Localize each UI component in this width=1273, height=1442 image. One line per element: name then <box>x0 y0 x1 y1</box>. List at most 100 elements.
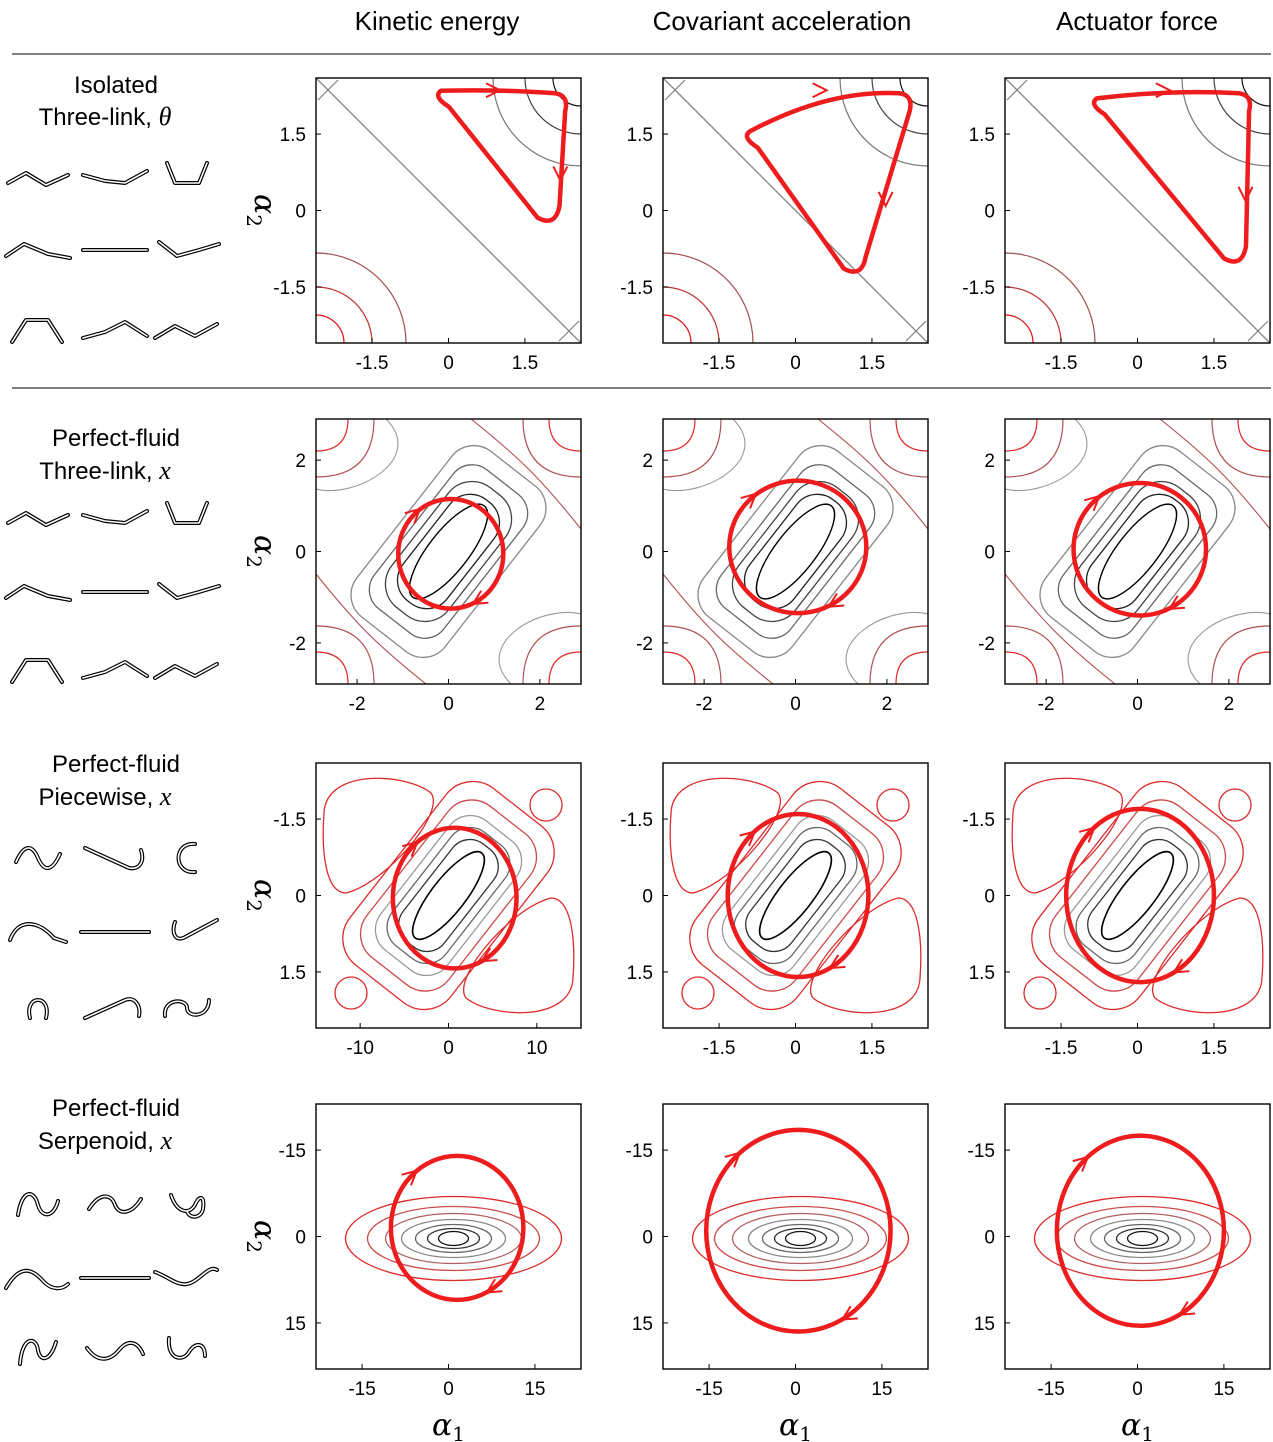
contour-field <box>1033 1195 1252 1282</box>
negative-contour <box>1237 419 1270 452</box>
gait-direction-arrow <box>1167 595 1186 611</box>
body-shape-icon <box>169 1193 206 1219</box>
x-tick-label: 0 <box>790 353 801 374</box>
contour <box>747 1218 854 1259</box>
x-tick-label: 0 <box>790 1038 801 1059</box>
x-tick-label: 10 <box>526 1038 547 1059</box>
zero-contour <box>1005 419 1088 491</box>
shape-icons <box>4 161 221 1366</box>
zero-contour <box>905 320 927 342</box>
axes-frame <box>315 1103 582 1370</box>
negative-contour <box>1005 419 1038 452</box>
body-shape-icon <box>165 161 209 185</box>
gait-direction-arrow <box>1078 826 1096 843</box>
body-shape-icon <box>81 660 149 680</box>
gait-direction-arrow <box>1171 958 1190 974</box>
gait-direction-arrow <box>877 191 894 209</box>
body-shape-icon <box>27 998 49 1020</box>
contour-field <box>663 78 928 343</box>
negative-contour <box>669 777 781 894</box>
body-shape-icon <box>8 922 68 944</box>
contour <box>1087 838 1188 953</box>
contour <box>1055 1205 1230 1272</box>
y-tick-label: -1.5 <box>620 278 653 299</box>
zero-contour <box>498 612 581 684</box>
body-shape-icon <box>14 846 62 870</box>
contour <box>374 814 523 977</box>
y-tick-label: 0 <box>642 887 653 908</box>
gait-curve <box>703 1127 893 1334</box>
negative-contour <box>1159 419 1270 530</box>
negative-contour <box>316 419 375 478</box>
contour <box>414 1223 493 1254</box>
negative-contour <box>322 777 434 894</box>
contour <box>350 444 547 659</box>
negative-contour <box>463 897 575 1014</box>
body-shape-icon <box>6 511 70 527</box>
panel-r2-c1: -2 0 2 -2 0 2 α2 <box>242 418 582 715</box>
body-shape-icon <box>16 1192 60 1217</box>
body-shape-icon <box>153 662 219 680</box>
negative-contour <box>1005 252 1096 343</box>
panels: -1.5 0 1.5 -1.5 0 1.5 α2 -1.5 0 1.5 -1.5 0 1.5 -1.5 0 1… <box>242 77 1271 1442</box>
contour <box>344 1195 563 1282</box>
row-label-fluid-threelink-name: Three-link, <box>39 458 152 485</box>
gait-curve <box>395 496 506 611</box>
positive-contour <box>899 78 928 107</box>
y-tick-label: 1.5 <box>280 125 306 146</box>
x-tick-label: 0 <box>790 1379 801 1400</box>
column-title-actuator-force: Actuator force <box>1056 6 1218 36</box>
axes-frame <box>315 418 582 685</box>
negative-contour <box>895 651 928 684</box>
body-shape-icon <box>18 1338 58 1366</box>
x-tick-label: 0 <box>1132 1038 1143 1059</box>
negative-contour <box>316 625 375 684</box>
body-shape-icon <box>83 846 145 871</box>
gait-direction-arrow <box>484 1278 503 1294</box>
contour <box>411 850 486 941</box>
contour <box>1073 480 1202 623</box>
positive-contour <box>1181 78 1270 167</box>
body-shape-icon <box>153 1266 219 1287</box>
contour-field <box>316 78 581 343</box>
panel-r4-c2: -15 0 15 15 0 -15 α1 <box>626 1103 929 1442</box>
zero-contour <box>845 612 928 684</box>
y-tick-label: 0 <box>984 887 995 908</box>
gait-direction-arrow <box>812 82 829 99</box>
body-shape-icon <box>157 240 221 258</box>
negative-contour <box>1023 976 1057 1010</box>
negative-contour <box>1005 314 1034 343</box>
body-shape-icon <box>165 501 209 525</box>
contour <box>1073 1212 1212 1265</box>
body-shape-icon <box>153 322 219 340</box>
y-tick-label: 0 <box>642 202 653 223</box>
negative-contour <box>529 788 563 822</box>
contour <box>1057 464 1218 639</box>
body-shape-icon <box>10 318 64 344</box>
gait-curve <box>1091 89 1253 264</box>
negative-contour <box>1005 625 1064 684</box>
negative-contour <box>1005 286 1062 343</box>
y-tick-label: 15 <box>632 1314 653 1335</box>
y-tick-label: -15 <box>626 1141 653 1162</box>
x-tick-label: 2 <box>535 694 546 715</box>
contour <box>400 1218 507 1259</box>
contour <box>721 814 870 977</box>
gait-curve <box>390 825 519 971</box>
body-shape-icon <box>81 509 149 525</box>
contour-field <box>1005 419 1270 684</box>
panel-r1-c1: -1.5 0 1.5 -1.5 0 1.5 α2 <box>242 77 582 374</box>
x-axis-label: α1 <box>432 1408 465 1442</box>
contour <box>755 503 836 600</box>
y-axis-label: α2 <box>242 879 282 912</box>
zero-contour <box>1187 612 1270 684</box>
y-tick-label: 2 <box>642 451 653 472</box>
body-shape-icon <box>162 998 211 1018</box>
negative-contour <box>895 419 928 452</box>
y-tick-label: 1.5 <box>280 963 306 984</box>
row-label-serpenoid-line1: Perfect-fluid <box>52 1095 180 1122</box>
gait-direction-arrow <box>479 947 498 963</box>
negative-contour <box>316 286 373 343</box>
negative-contour <box>663 419 722 478</box>
column-title-covariant-acceleration: Covariant acceleration <box>653 6 912 36</box>
